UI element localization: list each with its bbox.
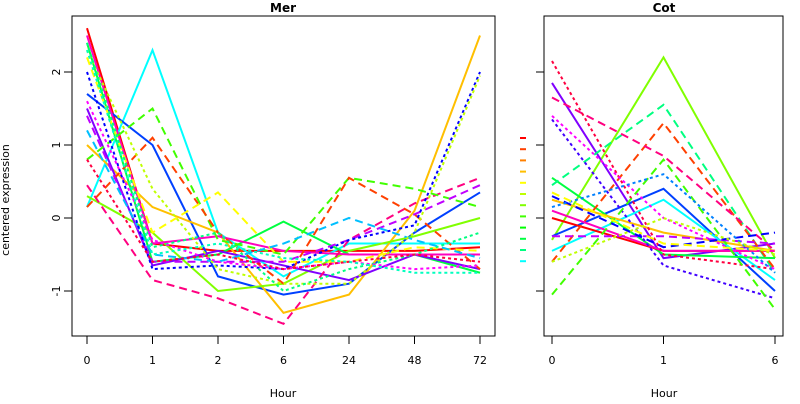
series-line-5 <box>551 198 776 252</box>
x-axis-label-cot: Hour <box>651 387 678 400</box>
x-tick-label: 48 <box>408 354 422 367</box>
panel-title-cot: Cot <box>653 1 676 15</box>
x-tick-label: 1 <box>149 354 156 367</box>
panel-cot: Cot Hour 0 1 6 <box>536 1 784 400</box>
x-tick-label: 6 <box>772 354 779 367</box>
series-line-0 <box>551 55 776 259</box>
series-line-17 <box>551 173 776 274</box>
x-tick-label: 6 <box>280 354 287 367</box>
series-line-3 <box>551 198 776 281</box>
series-line-3 <box>86 35 481 315</box>
x-tick-label: 0 <box>549 354 556 367</box>
series-line-7 <box>551 209 775 252</box>
series-line-13 <box>86 129 481 263</box>
series-line-14 <box>551 157 776 310</box>
y-tick-label: 2 <box>50 69 63 76</box>
x-axis-label-mer: Hour <box>270 387 297 400</box>
series-line-15 <box>86 49 481 285</box>
series-line-8 <box>86 176 481 326</box>
series-line-8 <box>551 103 776 274</box>
series-line-11 <box>551 60 776 271</box>
series-line-18 <box>551 191 776 252</box>
y-tick-label: 0 <box>50 215 63 222</box>
series-line-11 <box>86 57 481 263</box>
series-line-9 <box>86 106 481 256</box>
y-tick-label: 1 <box>50 142 63 149</box>
x-tick-label: 1 <box>660 354 667 367</box>
series-line-5 <box>86 42 481 274</box>
series-line-16 <box>551 195 776 249</box>
y-tick-label: -1 <box>50 286 63 297</box>
legend-swatches <box>520 137 526 263</box>
series-line-1 <box>86 47 480 278</box>
series-line-19 <box>86 49 480 274</box>
series-line-13 <box>551 115 776 271</box>
panel-mer: Mer Hour 0 1 2 6 24 48 72 -1 0 1 2 <box>50 1 496 400</box>
panel-title-mer: Mer <box>270 1 296 15</box>
series-line-10 <box>551 96 776 252</box>
series-line-2 <box>551 187 776 292</box>
y-axis-label: centered expression <box>0 144 12 256</box>
series-line-12 <box>551 118 776 300</box>
plot-frame <box>71 15 496 337</box>
x-tick-label: 2 <box>215 354 222 367</box>
x-tick-label: 0 <box>84 354 91 367</box>
plot-frame <box>543 15 784 337</box>
x-tick-label: 72 <box>473 354 487 367</box>
series-line-2 <box>86 93 481 296</box>
x-tick-label: 24 <box>342 354 356 367</box>
series-line-18 <box>86 159 481 271</box>
series-line-19 <box>551 216 776 263</box>
